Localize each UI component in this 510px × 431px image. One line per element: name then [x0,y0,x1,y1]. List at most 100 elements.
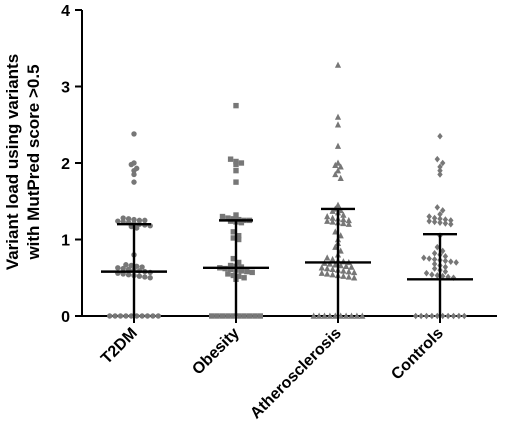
data-point [329,218,336,225]
data-point [324,265,331,272]
data-point [329,255,336,263]
data-point [131,171,137,178]
data-point [318,269,325,276]
data-point [343,312,350,319]
data-point [442,216,449,223]
data-point [128,313,134,319]
data-point [437,215,443,223]
data-point [437,171,443,178]
data-point [434,272,440,279]
data-point [227,156,234,162]
series-group-atherosclerosis [305,61,371,319]
data-point [136,217,143,224]
data-point [442,263,449,271]
data-point [241,275,247,281]
data-point [233,102,239,109]
data-point [225,215,231,221]
data-point [426,213,432,220]
data-point [429,312,435,320]
data-point [426,255,432,262]
data-point [136,273,143,279]
data-point [233,167,239,174]
data-point [241,313,247,319]
data-point [340,211,347,218]
data-point [134,263,140,269]
data-point [440,272,446,280]
data-point [348,263,355,270]
data-point [214,313,220,319]
data-point [440,247,446,255]
data-point [318,264,325,271]
data-point [448,217,454,224]
x-category-labels: T2DM Obesity Atherosclerosis Controls [98,316,447,422]
data-point [437,167,443,174]
data-point [343,262,350,269]
data-point [316,312,323,319]
data-point [440,312,446,320]
data-point [434,204,440,211]
data-point [227,262,234,269]
data-point [442,220,449,227]
y-tick-label: 1 [61,233,70,250]
data-point [442,257,449,265]
data-point [236,236,242,243]
data-point [120,215,126,221]
data-point [448,258,454,265]
x-category-label: Atherosclerosis [247,325,345,423]
data-point [434,155,440,163]
data-point [345,268,352,275]
data-point [348,312,355,319]
data-point [437,163,443,171]
y-tick-label: 0 [61,309,70,326]
data-point [324,217,331,224]
data-point [139,264,145,270]
data-point [434,312,440,320]
data-point [131,216,137,223]
data-point [107,313,113,319]
data-point [442,268,449,275]
data-point [431,260,438,268]
data-point [337,163,344,170]
data-point [429,271,435,278]
data-point [257,313,263,319]
data-point [461,312,467,320]
data-point [334,61,342,68]
y-axis-label-group: Variant load using variants with MutPred… [3,54,43,270]
data-point [147,275,153,281]
data-point [326,312,333,319]
data-point [334,142,342,149]
data-point [219,213,226,220]
data-point [440,159,446,167]
data-point [359,312,366,319]
data-point [142,217,148,224]
data-point [431,265,438,272]
data-point [139,313,145,319]
data-point [418,312,424,320]
data-point [128,262,134,269]
data-point [115,218,121,224]
series-group-t2dm [101,131,167,319]
data-point [321,312,328,319]
data-point [112,313,118,319]
data-point [345,273,352,280]
data-point [252,313,258,319]
data-point [125,216,132,222]
y-axis-label-line-1: Variant load using variants [3,54,22,270]
data-point [230,313,236,319]
x-category-label: Obesity [189,325,243,379]
data-point [249,269,255,276]
data-point [431,249,438,257]
data-point [431,256,438,263]
data-point [310,312,317,319]
data-point [128,161,134,168]
data-point [233,158,239,165]
data-point [155,313,161,319]
data-point [123,313,129,319]
x-category-label: Controls [388,325,447,384]
data-point [334,121,342,128]
data-point [125,271,132,278]
data-point [324,270,331,277]
data-point [144,313,151,319]
